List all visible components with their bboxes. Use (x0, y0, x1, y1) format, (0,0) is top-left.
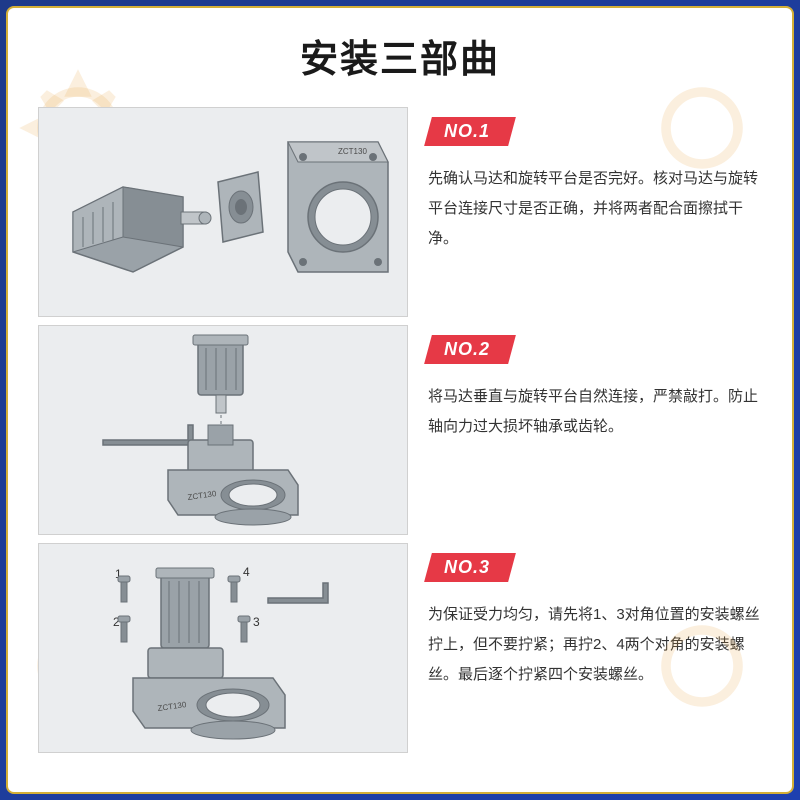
main-frame: 安装三部曲 (6, 6, 794, 794)
svg-text:4: 4 (243, 565, 250, 579)
step-2-desc: 将马达垂直与旋转平台自然连接，严禁敲打。防止轴向力过大损坏轴承或齿轮。 (428, 382, 762, 442)
screw-3: 3 (238, 615, 260, 642)
step-2-content: NO.2 将马达垂直与旋转平台自然连接，严禁敲打。防止轴向力过大损坏轴承或齿轮。 (428, 325, 762, 535)
screw-tighten-illustration: 1 2 4 3 (43, 548, 403, 748)
step-1-desc: 先确认马达和旋转平台是否完好。核对马达与旋转平台连接尺寸是否正确，并将两者配合面… (428, 164, 762, 254)
vertical-assembly-illustration: ZCT130 (43, 330, 403, 530)
page-title: 安装三部曲 (38, 28, 762, 83)
step-3-badge: NO.3 (424, 553, 516, 582)
step-3-image: 1 2 4 3 (38, 543, 408, 753)
step-3-desc: 为保证受力均匀，请先将1、3对角位置的安装螺丝拧上，但不要拧紧；再拧2、4两个对… (428, 600, 762, 690)
step-2-badge: NO.2 (424, 335, 516, 364)
step-3-content: NO.3 为保证受力均匀，请先将1、3对角位置的安装螺丝拧上，但不要拧紧；再拧2… (428, 543, 762, 753)
step-1-content: NO.1 先确认马达和旋转平台是否完好。核对马达与旋转平台连接尺寸是否正确，并将… (428, 107, 762, 317)
step-1: ZCT130 NO.1 先确认马达和旋转平台是否完好。核对马达与旋转平台连接尺寸… (38, 107, 762, 317)
steps-container: ZCT130 NO.1 先确认马达和旋转平台是否完好。核对马达与旋转平台连接尺寸… (38, 107, 762, 772)
step-1-image: ZCT130 (38, 107, 408, 317)
screw-1: 1 (115, 567, 130, 602)
step-1-badge: NO.1 (424, 117, 516, 146)
svg-text:3: 3 (253, 615, 260, 629)
svg-text:ZCT130: ZCT130 (338, 147, 367, 156)
step-3: 1 2 4 3 (38, 543, 762, 753)
step-2-image: ZCT130 (38, 325, 408, 535)
screw-4: 4 (228, 565, 250, 602)
screw-2: 2 (113, 615, 130, 642)
motor-platform-illustration: ZCT130 (43, 112, 403, 312)
step-2: ZCT130 NO.2 将马达垂直与旋转平台自然连接，严禁敲打。防止轴向力过大损… (38, 325, 762, 535)
